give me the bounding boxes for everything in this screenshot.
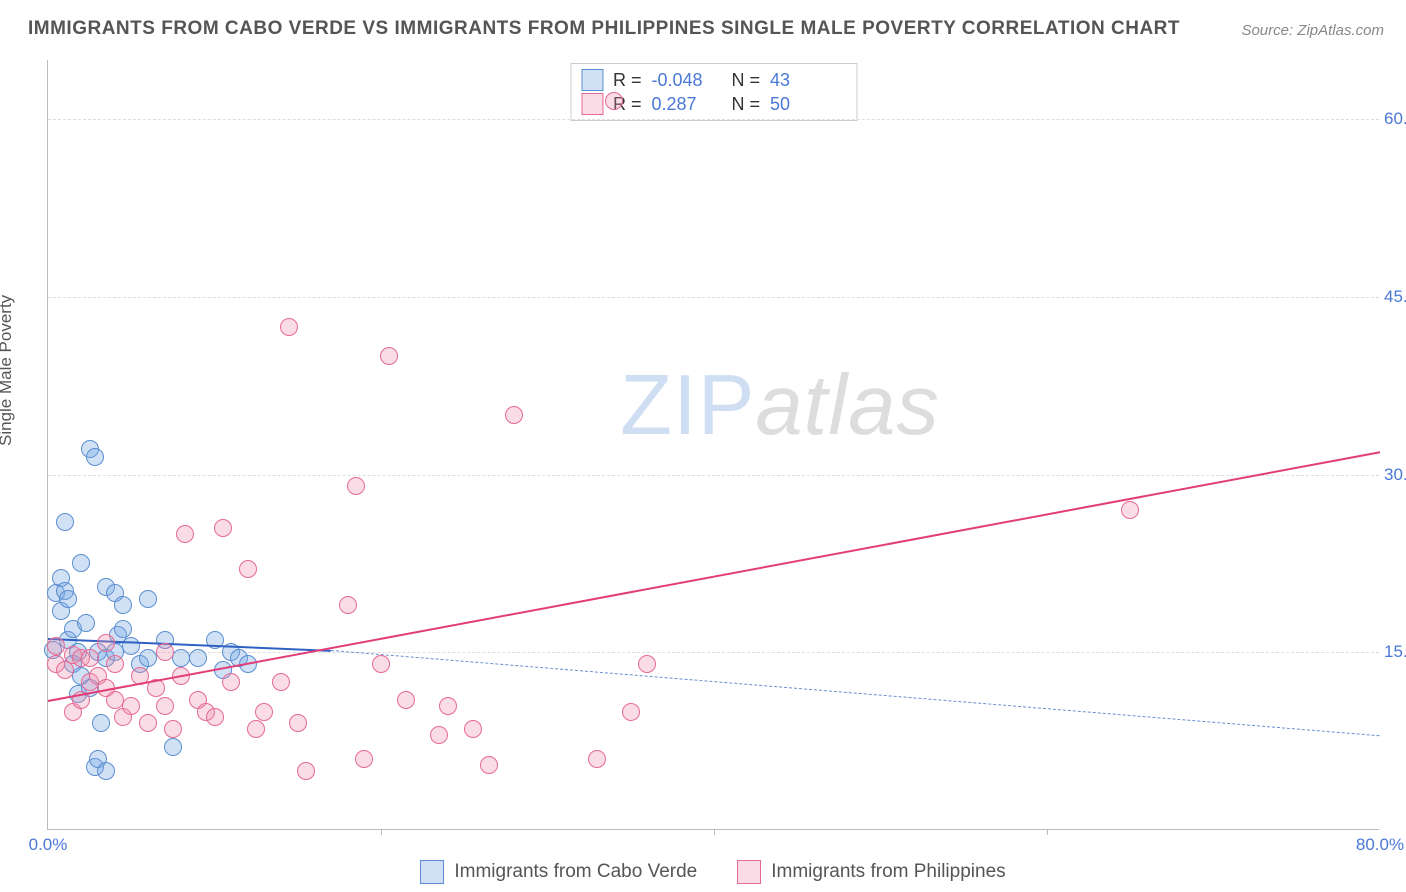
y-tick-label: 30.0%: [1384, 465, 1406, 485]
source-label: Source: ZipAtlas.com: [1241, 22, 1384, 39]
scatter-point: [114, 596, 132, 614]
x-tick-label: 0.0%: [29, 835, 68, 855]
scatter-point: [122, 637, 140, 655]
scatter-point: [97, 634, 115, 652]
scatter-point: [139, 714, 157, 732]
stats-n-value: 43: [770, 68, 840, 92]
scatter-point: [505, 406, 523, 424]
scatter-point: [92, 714, 110, 732]
regression-extrapolation: [331, 650, 1380, 736]
scatter-point: [164, 720, 182, 738]
chart-title: IMMIGRANTS FROM CABO VERDE VS IMMIGRANTS…: [28, 18, 1180, 40]
scatter-point: [239, 560, 257, 578]
scatter-point: [439, 697, 457, 715]
scatter-point: [77, 614, 95, 632]
stats-n-value: 50: [770, 92, 840, 116]
plot-area: ZIPatlas R =-0.048N =43R =0.287N =50 15.…: [47, 60, 1379, 830]
scatter-point: [355, 750, 373, 768]
scatter-point: [638, 655, 656, 673]
scatter-point: [1121, 501, 1139, 519]
scatter-point: [86, 448, 104, 466]
scatter-point: [289, 714, 307, 732]
gridline-h: [48, 297, 1379, 298]
scatter-point: [297, 762, 315, 780]
scatter-point: [156, 697, 174, 715]
scatter-point: [280, 318, 298, 336]
scatter-point: [56, 661, 74, 679]
stats-r-label: R =: [613, 68, 642, 92]
scatter-point: [106, 655, 124, 673]
scatter-point: [81, 649, 99, 667]
legend-item: Immigrants from Philippines: [737, 860, 1005, 884]
stats-r-value: -0.048: [652, 68, 722, 92]
scatter-point: [272, 673, 290, 691]
scatter-point: [214, 519, 232, 537]
y-tick-label: 60.0%: [1384, 109, 1406, 129]
stats-swatch: [581, 69, 603, 91]
legend: Immigrants from Cabo Verde Immigrants fro…: [47, 860, 1379, 884]
x-tick-label: 80.0%: [1356, 835, 1404, 855]
gridline-h: [48, 119, 1379, 120]
scatter-point: [588, 750, 606, 768]
scatter-point: [106, 691, 124, 709]
watermark-right: atlas: [755, 358, 940, 453]
scatter-point: [97, 762, 115, 780]
scatter-point: [347, 477, 365, 495]
scatter-point: [122, 697, 140, 715]
scatter-point: [339, 596, 357, 614]
scatter-point: [480, 756, 498, 774]
legend-label: Immigrants from Cabo Verde: [454, 861, 697, 883]
stats-row: R = -0.048 N = 43: [581, 68, 840, 92]
scatter-point: [464, 720, 482, 738]
scatter-point: [56, 513, 74, 531]
legend-item: Immigrants from Cabo Verde: [420, 860, 697, 884]
legend-swatch: [737, 860, 761, 884]
x-tick-mark: [381, 829, 382, 835]
scatter-point: [206, 708, 224, 726]
scatter-point: [47, 637, 65, 655]
scatter-point: [622, 703, 640, 721]
stats-r-value: 0.287: [652, 92, 722, 116]
stats-n-label: N =: [732, 68, 761, 92]
watermark-left: ZIP: [620, 358, 755, 453]
x-tick-mark: [1047, 829, 1048, 835]
y-tick-label: 45.0%: [1384, 287, 1406, 307]
y-axis-label: Single Male Poverty: [0, 295, 16, 446]
stats-swatch: [581, 93, 603, 115]
scatter-point: [247, 720, 265, 738]
scatter-point: [430, 726, 448, 744]
scatter-point: [605, 92, 623, 110]
scatter-point: [139, 649, 157, 667]
scatter-point: [189, 649, 207, 667]
scatter-point: [139, 590, 157, 608]
scatter-point: [397, 691, 415, 709]
legend-label: Immigrants from Philippines: [771, 861, 1005, 883]
scatter-point: [59, 590, 77, 608]
scatter-point: [255, 703, 273, 721]
scatter-point: [176, 525, 194, 543]
scatter-point: [156, 643, 174, 661]
scatter-point: [114, 620, 132, 638]
stats-n-label: N =: [732, 92, 761, 116]
watermark: ZIPatlas: [620, 357, 940, 455]
x-tick-mark: [714, 829, 715, 835]
gridline-h: [48, 652, 1379, 653]
scatter-point: [72, 554, 90, 572]
scatter-point: [372, 655, 390, 673]
scatter-point: [222, 673, 240, 691]
scatter-point: [380, 347, 398, 365]
scatter-point: [164, 738, 182, 756]
legend-swatch: [420, 860, 444, 884]
y-tick-label: 15.0%: [1384, 642, 1406, 662]
scatter-point: [172, 649, 190, 667]
gridline-h: [48, 475, 1379, 476]
